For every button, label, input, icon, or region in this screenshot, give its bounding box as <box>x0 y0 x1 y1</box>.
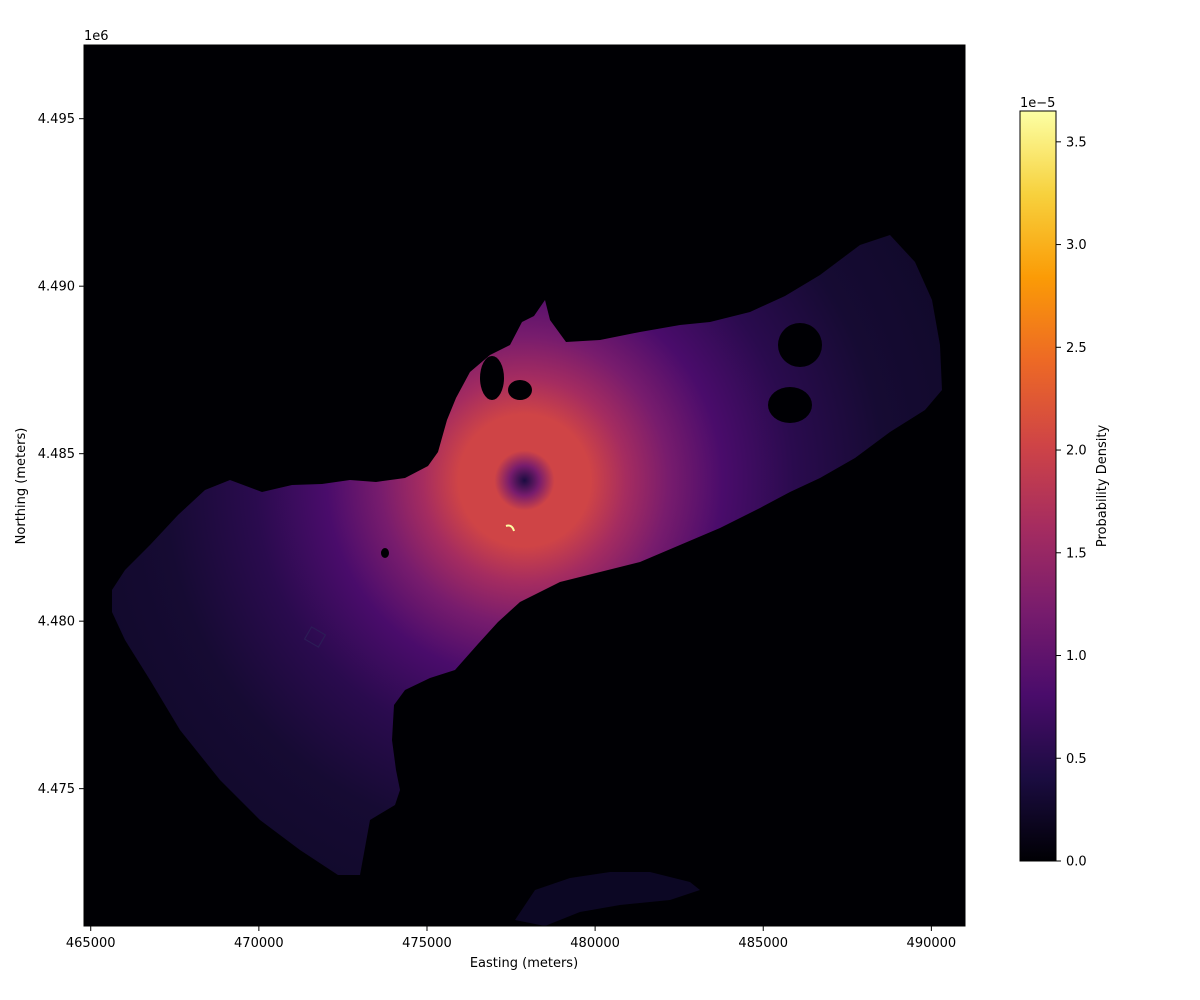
y-tick-label: 4.485 <box>38 447 75 462</box>
island <box>303 626 327 648</box>
y-tick-label: 4.495 <box>38 112 75 127</box>
island <box>480 356 504 400</box>
x-tick-label: 480000 <box>570 936 620 951</box>
colorbar-tick-label: 1.5 <box>1066 546 1087 561</box>
island <box>768 387 812 423</box>
x-tick-label: 475000 <box>402 936 452 951</box>
x-axis-ticks: 465000 470000 475000 480000 485000 490000 <box>66 926 956 951</box>
y-offset-label: 1e6 <box>84 29 109 44</box>
island <box>508 380 532 400</box>
lake-region <box>112 235 942 875</box>
x-tick-label: 490000 <box>907 936 957 951</box>
y-axis-label: Northing (meters) <box>14 428 29 545</box>
colorbar-tick-label: 1.0 <box>1066 649 1087 664</box>
axes-frame <box>83 44 966 927</box>
bright-feature <box>505 524 515 532</box>
x-tick-label: 470000 <box>234 936 284 951</box>
colorbar-offset-label: 1e−5 <box>1020 96 1055 111</box>
colorbar-tick-label: 2.5 <box>1066 341 1087 356</box>
y-axis-ticks: 4.475 4.480 4.485 4.490 4.495 <box>38 112 84 797</box>
island <box>778 323 822 367</box>
x-tick-label: 485000 <box>738 936 788 951</box>
southern-channel <box>515 872 700 926</box>
colorbar-label: Probability Density <box>1095 425 1110 548</box>
colorbar-tick-label: 0.0 <box>1066 855 1087 870</box>
y-tick-label: 4.475 <box>38 782 75 797</box>
colorbar-tick-label: 0.5 <box>1066 752 1087 767</box>
density-field <box>112 235 942 926</box>
y-tick-label: 4.480 <box>38 615 75 630</box>
x-tick-label: 465000 <box>66 936 116 951</box>
y-tick-label: 4.490 <box>38 280 75 295</box>
colorbar-ticks: 0.0 0.5 1.0 1.5 2.0 2.5 3.0 3.5 <box>1056 135 1087 870</box>
colorbar <box>1019 110 1057 862</box>
x-axis-label: Easting (meters) <box>470 956 578 971</box>
colorbar-tick-label: 2.0 <box>1066 444 1087 459</box>
island <box>381 548 389 558</box>
colorbar-tick-label: 3.5 <box>1066 135 1087 150</box>
colorbar-tick-label: 3.0 <box>1066 238 1087 253</box>
